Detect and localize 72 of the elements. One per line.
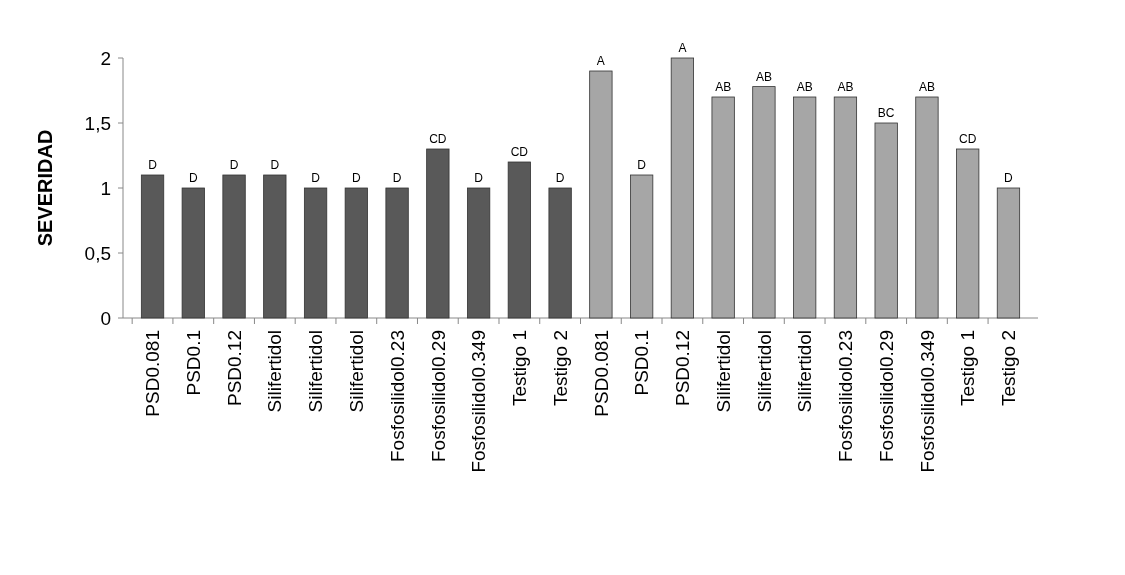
y-axis-title: SEVERIDAD	[34, 129, 56, 247]
data-label: D	[270, 158, 280, 172]
bar	[467, 187, 491, 319]
y-tick-label: 2	[100, 47, 111, 69]
data-label: A	[678, 41, 687, 55]
bar	[344, 187, 368, 319]
bar	[181, 187, 205, 319]
y-tick-label: 1,5	[84, 112, 111, 134]
x-tick-label: Fosfosilidol0.23	[835, 330, 857, 463]
bar	[670, 57, 694, 319]
x-tick-label: PSD0.081	[590, 330, 612, 417]
x-tick-label: Fosfosilidol0.349	[468, 330, 490, 473]
data-label: CD	[429, 132, 447, 146]
x-tick-label: Silifertidol	[712, 330, 734, 413]
x-tick-label: PSD0.12	[672, 330, 694, 407]
x-tick-label: Fosfosilidol0.23	[386, 330, 408, 463]
bar	[303, 187, 328, 319]
x-tick-label: Silifertidol	[264, 330, 286, 413]
bar	[222, 174, 246, 319]
data-label: D	[1004, 171, 1014, 185]
data-label: CD	[510, 145, 529, 159]
bar	[263, 174, 287, 319]
bar	[589, 70, 613, 319]
data-label: A	[596, 54, 605, 68]
data-label: AB	[837, 80, 854, 94]
x-tick-label: Fosfosilidol0.29	[875, 330, 897, 463]
bar	[915, 96, 939, 319]
x-tick-label: PSD0.1	[182, 330, 204, 396]
data-label: AB	[796, 80, 813, 94]
x-tick-label: Testigo 1	[957, 330, 979, 407]
x-tick-label: PSD0.1	[631, 330, 653, 396]
y-tick-label: 1	[100, 177, 111, 199]
x-tick-label: Silifertidol	[345, 330, 367, 413]
bar	[385, 187, 409, 319]
bar	[426, 148, 450, 319]
bar	[548, 187, 572, 319]
x-tick-label: PSD0.12	[223, 330, 245, 407]
x-tick-label: Testigo 2	[998, 330, 1020, 407]
bar	[793, 96, 817, 319]
x-tick-label: Fosfosilidol0.349	[916, 330, 938, 473]
data-label: AB	[755, 69, 772, 84]
data-label: AB	[918, 80, 935, 94]
bar	[140, 174, 165, 319]
bar	[630, 174, 654, 319]
data-label: D	[311, 171, 321, 185]
x-tick-label: Testigo 2	[549, 330, 571, 407]
bar	[752, 86, 776, 319]
bar	[874, 122, 898, 319]
bar	[711, 96, 735, 319]
x-tick-label: PSD0.081	[142, 330, 164, 417]
data-label: D	[148, 158, 158, 172]
data-label: D	[392, 171, 402, 185]
x-tick-label: Testigo 1	[509, 330, 531, 407]
bar	[507, 161, 531, 319]
data-label: D	[352, 171, 361, 185]
y-tick-label: 0	[100, 307, 111, 329]
data-label: CD	[959, 132, 977, 146]
bar	[996, 187, 1021, 319]
data-label: D	[555, 171, 565, 185]
bar	[956, 148, 980, 319]
data-label: BC	[877, 106, 895, 120]
x-tick-label: Fosfosilidol0.29	[427, 330, 449, 463]
x-tick-label: Silifertidol	[794, 330, 816, 413]
x-tick-label: Silifertidol	[305, 330, 327, 413]
data-label: D	[229, 158, 239, 172]
data-label: D	[474, 171, 484, 185]
bar	[833, 96, 858, 319]
data-label: D	[637, 158, 647, 172]
y-tick-label: 0,5	[84, 242, 111, 264]
x-tick-label: Silifertidol	[753, 330, 775, 413]
data-label: D	[188, 171, 198, 185]
data-label: AB	[715, 80, 732, 94]
